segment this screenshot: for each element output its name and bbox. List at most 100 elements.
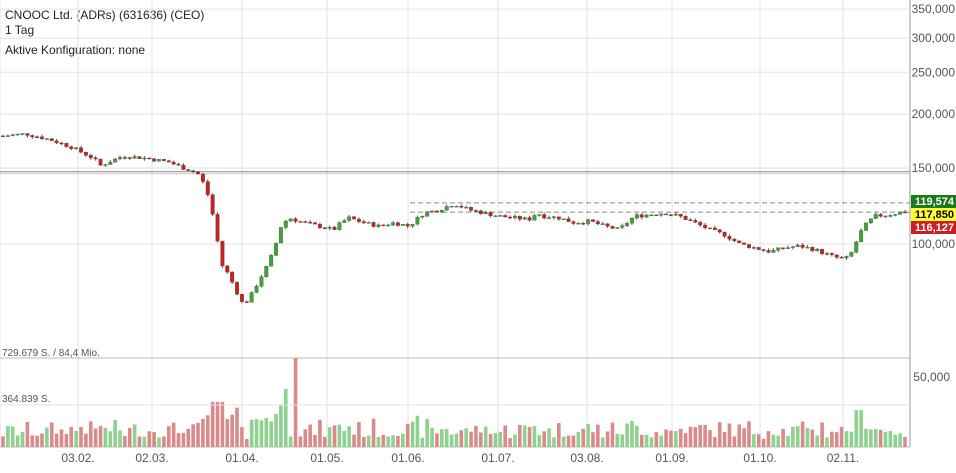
volume-bar bbox=[742, 428, 746, 447]
volume-bar bbox=[98, 425, 103, 447]
candle-body bbox=[659, 213, 664, 216]
volume-bar bbox=[649, 437, 654, 447]
volume-bar bbox=[878, 429, 883, 447]
volume-bar bbox=[230, 414, 234, 447]
candle-body bbox=[449, 206, 454, 208]
candle-body bbox=[425, 211, 430, 217]
candle-body bbox=[854, 241, 859, 253]
volume-bar bbox=[722, 431, 727, 447]
candle-body bbox=[439, 210, 444, 213]
candle-body bbox=[522, 217, 527, 220]
candle-body bbox=[288, 218, 293, 222]
volume-bar bbox=[786, 436, 790, 447]
candle-body bbox=[113, 158, 118, 163]
price-badge-label: 117,850 bbox=[915, 209, 954, 221]
candle-body bbox=[132, 156, 137, 159]
candle-body bbox=[473, 210, 478, 212]
volume-bar bbox=[225, 419, 230, 447]
x-tick-label: 01.09. bbox=[655, 451, 688, 465]
volume-bar bbox=[10, 426, 15, 447]
volume-bar bbox=[30, 435, 35, 447]
volume-bar bbox=[249, 419, 254, 447]
candle-body bbox=[274, 242, 278, 256]
volume-bar bbox=[752, 434, 756, 447]
candle-body bbox=[400, 224, 405, 226]
volume-bar bbox=[371, 418, 376, 447]
candle-body bbox=[786, 247, 790, 249]
candle-body bbox=[410, 223, 415, 227]
volume-bar bbox=[766, 431, 771, 447]
volume-bar bbox=[654, 432, 659, 447]
candle-body bbox=[5, 135, 10, 137]
candle-body bbox=[747, 244, 751, 248]
candle-body bbox=[254, 285, 259, 293]
volume-bar bbox=[25, 422, 30, 447]
volume-bar bbox=[415, 415, 420, 447]
volume-bar bbox=[215, 401, 220, 447]
volume-bar bbox=[747, 421, 751, 447]
candle-body bbox=[722, 231, 727, 237]
volume-bar bbox=[678, 428, 683, 447]
candle-body bbox=[805, 247, 810, 249]
price-badge-label: 119,574 bbox=[915, 196, 955, 208]
candle-body bbox=[83, 152, 88, 156]
candle-body bbox=[176, 164, 181, 166]
candle-body bbox=[200, 173, 205, 182]
price-tick-label: 350,000 bbox=[912, 2, 956, 16]
candle-body bbox=[191, 170, 196, 173]
candle-body bbox=[464, 207, 469, 209]
candle-body bbox=[103, 164, 108, 166]
volume-bar bbox=[337, 424, 342, 447]
volume-bar bbox=[820, 422, 824, 447]
price-tick-label: 250,000 bbox=[912, 65, 956, 79]
candle-body bbox=[478, 210, 483, 214]
volume-bar bbox=[488, 434, 493, 447]
volume-bar bbox=[591, 432, 595, 447]
volume-bar bbox=[35, 435, 39, 447]
x-tick-label: 01.07. bbox=[481, 451, 514, 465]
candle-body bbox=[591, 219, 595, 222]
volume-bar bbox=[854, 410, 859, 447]
candle-body bbox=[639, 214, 644, 218]
volume-tick-label: 50,000 bbox=[913, 370, 950, 384]
volume-bar bbox=[1, 436, 5, 447]
candle-body bbox=[74, 147, 79, 149]
candle-body bbox=[25, 133, 30, 136]
volume-bar bbox=[293, 358, 298, 447]
volume-bar bbox=[435, 433, 439, 447]
volume-bar bbox=[674, 431, 678, 447]
candle-body bbox=[766, 250, 771, 253]
volume-bar bbox=[93, 428, 98, 447]
candle-body bbox=[644, 214, 649, 218]
candle-body bbox=[708, 227, 712, 230]
volume-bar bbox=[264, 417, 269, 447]
volume-bar bbox=[352, 434, 356, 447]
volume-bar bbox=[59, 429, 64, 447]
volume-bar bbox=[557, 423, 561, 447]
volume-bar bbox=[54, 433, 59, 447]
candle-body bbox=[683, 216, 688, 220]
candle-body bbox=[566, 218, 571, 222]
candle-body bbox=[595, 221, 600, 225]
volume-bar bbox=[401, 433, 405, 447]
price-badge-label: 116,127 bbox=[915, 222, 954, 234]
volume-bar bbox=[15, 435, 20, 447]
volume-bar bbox=[727, 423, 732, 447]
candle-body bbox=[737, 240, 742, 244]
candle-body bbox=[517, 216, 522, 220]
candle-body bbox=[605, 223, 610, 227]
candle-body bbox=[508, 216, 513, 219]
volume-bar bbox=[64, 433, 69, 447]
volume-bar bbox=[810, 429, 815, 447]
volume-bar bbox=[220, 401, 225, 447]
candle-body bbox=[35, 136, 40, 138]
volume-bar bbox=[386, 436, 390, 447]
volume-bar bbox=[683, 433, 688, 447]
volume-bar bbox=[669, 430, 673, 447]
volume-bar bbox=[903, 437, 907, 447]
candle-body bbox=[30, 135, 35, 137]
volume-bar bbox=[440, 429, 444, 447]
volume-bar bbox=[834, 432, 839, 447]
candle-body bbox=[620, 225, 625, 228]
